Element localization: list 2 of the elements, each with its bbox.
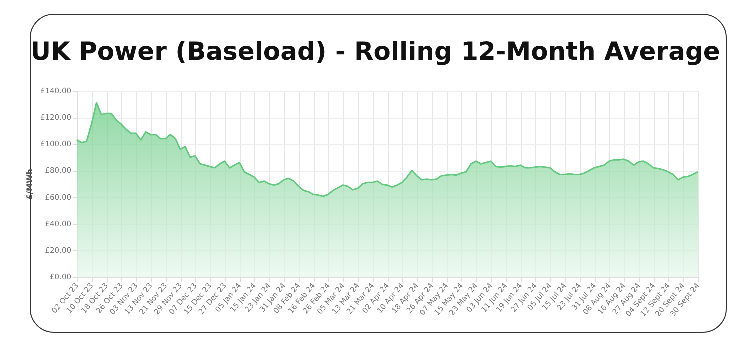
- chart-title: UK Power (Baseload) - Rolling 12-Month Average: [30, 37, 720, 66]
- y-axis-title: £/MWh: [25, 168, 34, 200]
